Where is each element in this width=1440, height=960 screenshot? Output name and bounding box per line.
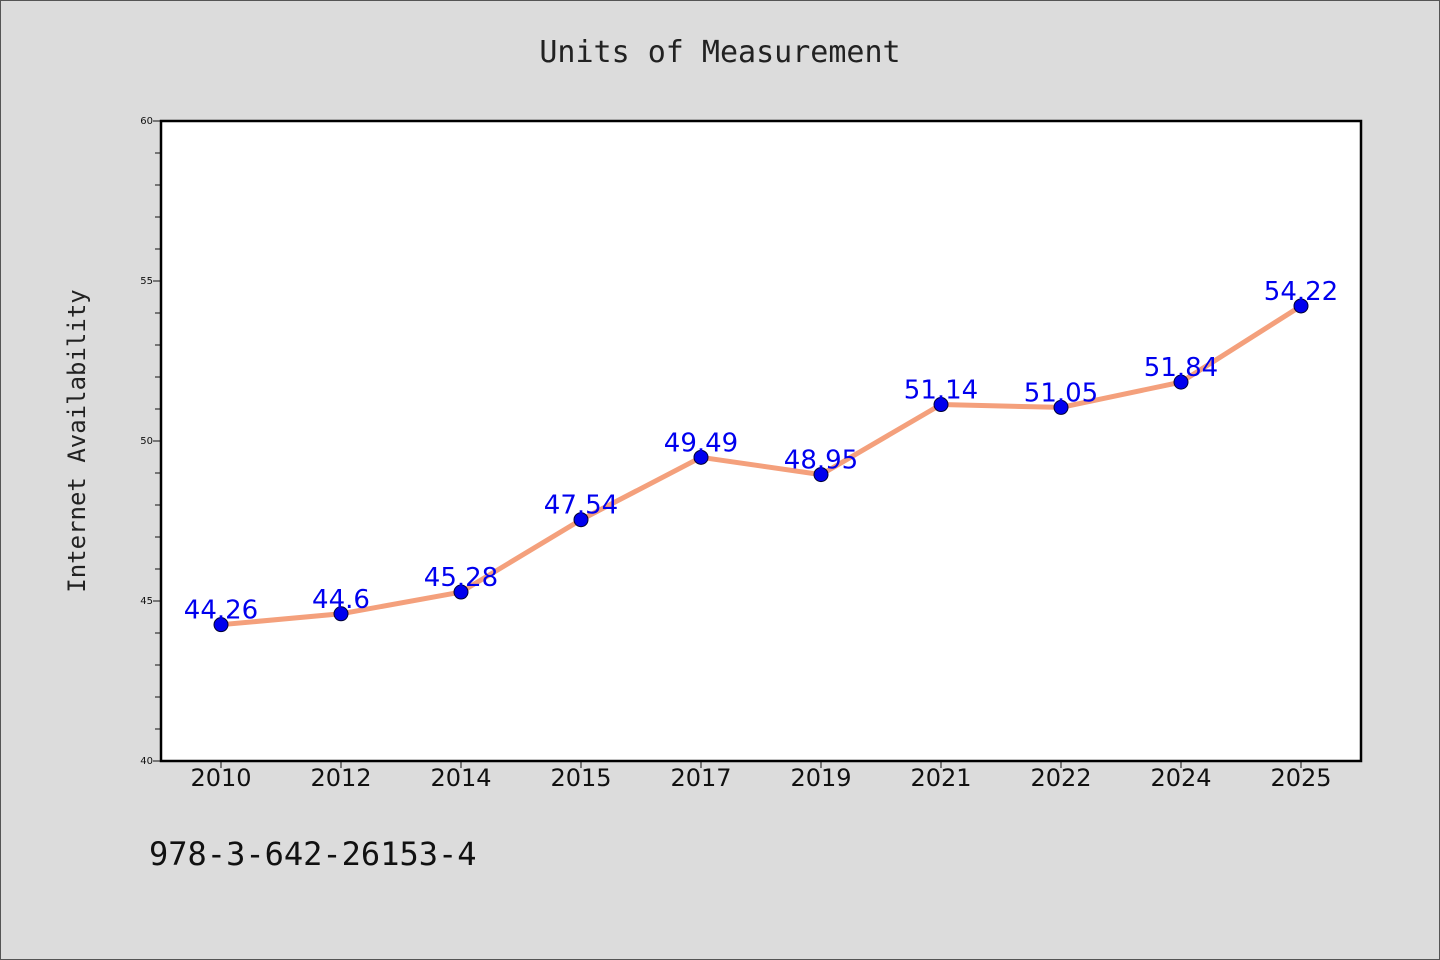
data-label: 54.22 bbox=[1264, 277, 1338, 307]
data-point bbox=[213, 617, 229, 633]
x-tick-label: 2025 bbox=[1270, 764, 1331, 792]
plot-area bbox=[161, 121, 1361, 761]
y-tick-label: 45 bbox=[140, 596, 153, 607]
x-tick-label: 2024 bbox=[1150, 764, 1211, 792]
data-point bbox=[573, 512, 589, 528]
data-point bbox=[453, 584, 469, 600]
data-point bbox=[693, 449, 709, 465]
x-tick-label: 2015 bbox=[550, 764, 611, 792]
data-label: 48.95 bbox=[784, 446, 858, 476]
series-line bbox=[218, 303, 1304, 628]
data-label: 44.6 bbox=[312, 585, 370, 615]
y-tick-label: 40 bbox=[140, 756, 153, 767]
x-tick-label: 2017 bbox=[670, 764, 731, 792]
x-tick-label: 2021 bbox=[910, 764, 971, 792]
x-tick-label: 2022 bbox=[1030, 764, 1091, 792]
x-tick-label: 2010 bbox=[190, 764, 251, 792]
data-label: 51.14 bbox=[904, 376, 978, 406]
data-point bbox=[813, 467, 829, 483]
data-label: 45.28 bbox=[424, 563, 498, 593]
x-tick-label: 2019 bbox=[790, 764, 851, 792]
data-label: 51.84 bbox=[1144, 353, 1218, 383]
y-tick-label: 50 bbox=[140, 436, 153, 447]
y-tick-label: 55 bbox=[140, 276, 153, 287]
data-label: 44.26 bbox=[184, 596, 258, 626]
chart-title: Units of Measurement bbox=[539, 35, 901, 70]
x-tick-label: 2014 bbox=[430, 764, 491, 792]
y-tick-label: 60 bbox=[140, 116, 153, 127]
footer-code: 978-3-642-26153-4 bbox=[149, 835, 477, 873]
data-point bbox=[933, 397, 949, 413]
data-label: 47.54 bbox=[544, 491, 618, 521]
data-label: 51.05 bbox=[1024, 378, 1098, 408]
x-tick-label: 2012 bbox=[310, 764, 371, 792]
data-point bbox=[1173, 374, 1189, 390]
plot-border bbox=[159, 119, 1363, 763]
data-point bbox=[333, 606, 349, 622]
data-point bbox=[1293, 298, 1309, 314]
data-label: 49.49 bbox=[664, 428, 738, 458]
data-point bbox=[1053, 399, 1069, 415]
